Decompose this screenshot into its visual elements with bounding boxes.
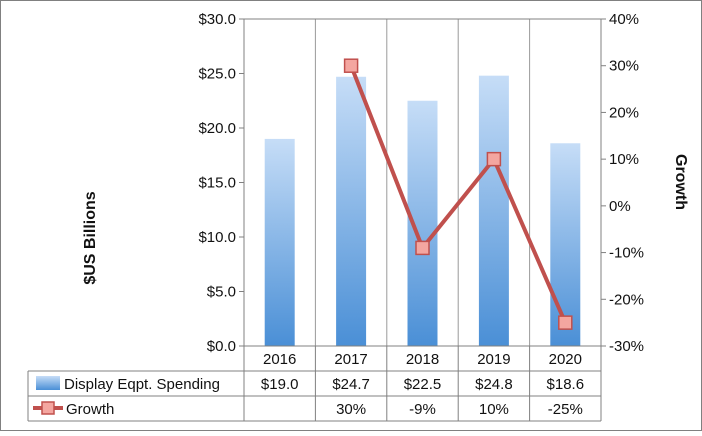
table-cell-growth: -9% [409, 401, 436, 418]
growth-marker-2020 [558, 315, 573, 330]
bar-2017 [336, 76, 367, 347]
category-label: 2018 [406, 351, 439, 368]
table-cell-growth: 10% [479, 401, 509, 418]
y2-tick-label: -20% [609, 291, 644, 308]
category-label: 2017 [334, 351, 367, 368]
category-label: 2019 [477, 351, 510, 368]
y-tick-label: $30.0 [198, 11, 236, 28]
y2-tick-label: 40% [609, 11, 639, 28]
y-tick-label: $25.0 [198, 66, 236, 83]
y-tick-label: $10.0 [198, 229, 236, 246]
y-axis-title: $US Billions [82, 191, 99, 284]
bar-2020 [550, 143, 581, 346]
table-cell-growth: -25% [548, 401, 583, 418]
table-cell-spending: $24.8 [475, 376, 513, 393]
y2-tick-label: 30% [609, 58, 639, 75]
growth-marker-2017 [343, 58, 359, 73]
category-label: 2020 [549, 351, 582, 368]
y2-tick-label: -10% [609, 245, 644, 262]
growth-marker-2019 [486, 151, 502, 167]
legend-line-label: Growth [66, 401, 114, 418]
bar-2016 [264, 138, 295, 346]
legend-line-marker [41, 401, 55, 415]
table-cell-spending: $22.5 [404, 376, 442, 393]
y-tick-label: $20.0 [198, 120, 236, 137]
y2-tick-label: 10% [609, 151, 639, 168]
bar-2019 [478, 75, 509, 347]
y2-tick-label: 0% [609, 198, 631, 215]
y-tick-label: $15.0 [198, 175, 236, 192]
category-label: 2016 [263, 351, 296, 368]
y-tick-label: $5.0 [207, 284, 236, 301]
y-tick-label: $0.0 [207, 338, 236, 355]
growth-line [349, 64, 568, 324]
y2-tick-label: 20% [609, 104, 639, 121]
legend-bar-swatch [36, 376, 60, 390]
y2-axis-title: Growth [672, 154, 689, 210]
table-cell-spending: $19.0 [261, 376, 299, 393]
growth-marker-2018 [415, 240, 430, 256]
legend-bar-label: Display Eqpt. Spending [64, 376, 220, 393]
table-cell-growth: 30% [336, 401, 366, 418]
table-cell-spending: $18.6 [547, 376, 585, 393]
y2-tick-label: -30% [609, 338, 644, 355]
table-cell-spending: $24.7 [332, 376, 370, 393]
